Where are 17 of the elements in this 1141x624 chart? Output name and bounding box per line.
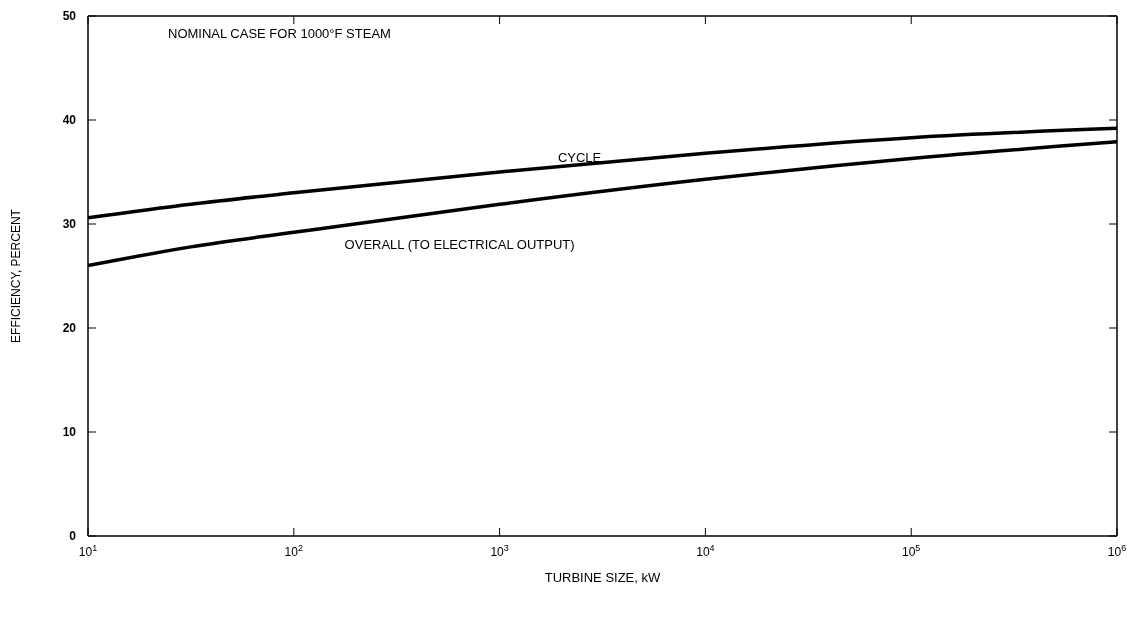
y-tick-label: 40 <box>62 113 77 127</box>
x-tick-label: 10$^{1}$ <box>78 543 98 559</box>
y-axis-title: EFFICIENCY, PERCENT <box>9 208 24 343</box>
y-tick-label: 50 <box>62 9 77 23</box>
x-tick-label: 10$^{3}$ <box>490 543 509 559</box>
y-tick-label: 0 <box>69 529 77 543</box>
y-tick-label: 10 <box>62 425 77 439</box>
x-tick-label: 10$^{4}$ <box>696 543 715 559</box>
x-tick-label: 10$^{6}$ <box>1107 543 1127 559</box>
y-tick-label: 30 <box>62 217 77 231</box>
x-tick-label: 10$^{2}$ <box>284 543 303 559</box>
annotation: NOMINAL CASE FOR 1000°F STEAM <box>168 26 391 41</box>
series-label: OVERALL (TO ELECTRICAL OUTPUT) <box>344 237 575 253</box>
x-tick-label: 10$^{5}$ <box>902 543 921 559</box>
x-axis-title: TURBINE SIZE, kW <box>544 570 662 585</box>
series-label: CYCLE <box>557 150 602 165</box>
y-tick-label: 20 <box>62 321 77 335</box>
